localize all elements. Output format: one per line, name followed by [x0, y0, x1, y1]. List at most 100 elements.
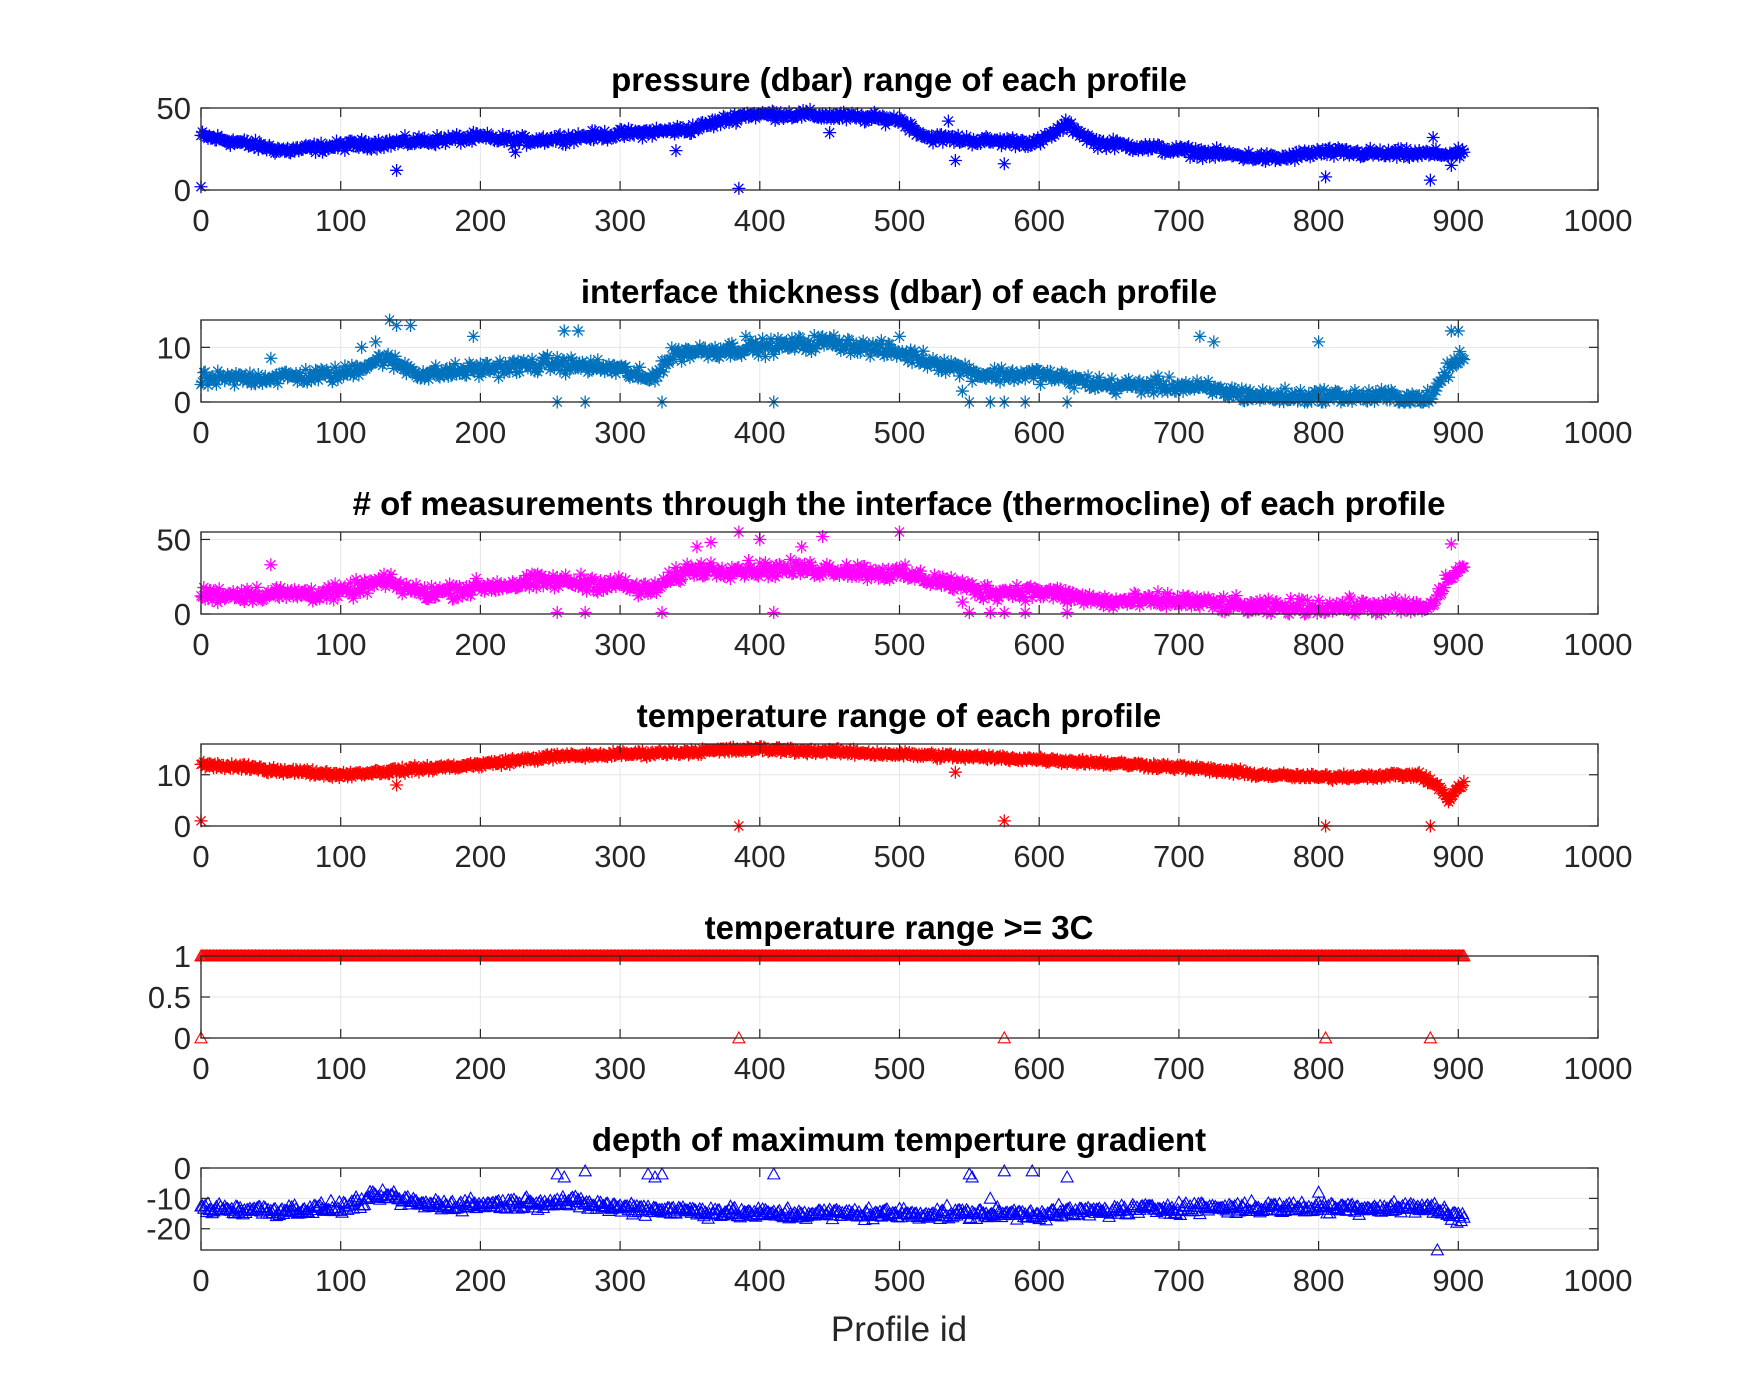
x-tick-label: 0 — [192, 627, 209, 662]
data-point — [915, 351, 929, 365]
x-tick-label: 0 — [192, 203, 209, 238]
data-point — [1260, 767, 1274, 781]
data-point — [944, 570, 958, 584]
data-point — [1319, 605, 1333, 619]
data-point — [619, 359, 633, 373]
data-point — [550, 570, 564, 584]
data-point — [761, 570, 775, 584]
data-point — [879, 746, 893, 760]
data-point — [722, 568, 736, 582]
data-point — [1036, 590, 1050, 604]
data-point — [211, 595, 225, 609]
data-point — [767, 105, 781, 119]
data-point — [1028, 367, 1042, 381]
x-tick-label: 700 — [1153, 1051, 1205, 1086]
data-point — [231, 1204, 246, 1218]
data-point — [1024, 139, 1038, 153]
data-point — [990, 369, 1004, 383]
data-point — [529, 580, 543, 594]
data-point — [1207, 335, 1221, 349]
data-point — [230, 585, 244, 599]
data-point — [742, 553, 756, 567]
data-point — [388, 349, 402, 363]
data-point — [951, 128, 965, 142]
data-point — [1193, 381, 1207, 395]
data-point — [842, 562, 856, 576]
data-point — [1278, 599, 1292, 613]
data-point — [936, 358, 950, 372]
data-point — [310, 365, 324, 379]
data-point — [313, 140, 327, 154]
data-point — [307, 371, 321, 385]
data-point — [1034, 377, 1048, 391]
data-point — [1133, 599, 1147, 613]
data-point — [1177, 378, 1191, 392]
data-point — [708, 340, 722, 354]
data-point — [307, 137, 321, 151]
data-point — [520, 357, 534, 371]
data-point — [404, 318, 418, 332]
x-tick-label: 0 — [192, 839, 209, 874]
data-point — [1257, 601, 1271, 615]
data-point — [732, 181, 746, 195]
data-point — [1437, 580, 1451, 594]
data-point — [1229, 589, 1243, 603]
data-point — [1056, 123, 1070, 137]
data-point — [825, 566, 839, 580]
data-point — [411, 582, 425, 596]
data-point — [342, 586, 356, 600]
data-point — [522, 580, 536, 594]
data-point — [1210, 595, 1224, 609]
data-point — [429, 359, 443, 373]
data-point — [941, 114, 955, 128]
data-point — [936, 747, 950, 761]
data-point — [1176, 385, 1190, 399]
data-point — [258, 1200, 273, 1214]
data-point — [704, 119, 718, 133]
data-point — [1284, 592, 1298, 606]
data-point — [939, 129, 953, 143]
data-point — [476, 364, 490, 378]
data-point — [1261, 152, 1275, 166]
data-point — [378, 580, 392, 594]
x-tick-label: 400 — [734, 839, 786, 874]
data-point — [373, 572, 387, 586]
data-point — [722, 337, 736, 351]
data-point — [788, 562, 802, 576]
data-point — [373, 349, 387, 363]
data-point — [433, 370, 447, 384]
y-tick-label: 10 — [157, 330, 191, 365]
data-point — [1183, 150, 1197, 164]
data-point — [602, 575, 616, 589]
data-point — [1064, 375, 1078, 389]
data-point — [735, 348, 749, 362]
data-point — [908, 344, 922, 358]
data-point — [916, 344, 930, 358]
data-point — [240, 761, 254, 775]
data-point — [782, 341, 796, 355]
data-point — [767, 606, 781, 620]
x-tick-label: 0 — [192, 1051, 209, 1086]
data-point — [1184, 599, 1198, 613]
data-point — [1444, 324, 1458, 338]
data-point — [1300, 593, 1314, 607]
data-point — [475, 583, 489, 597]
data-point — [1201, 374, 1215, 388]
data-point — [1347, 769, 1361, 783]
data-point — [1305, 394, 1319, 408]
x-tick-label: 900 — [1432, 627, 1484, 662]
data-point — [518, 130, 532, 144]
data-point — [701, 350, 715, 364]
data-point — [985, 371, 999, 385]
data-point — [775, 340, 789, 354]
data-point — [451, 591, 465, 605]
data-point — [313, 592, 327, 606]
panel-title: interface thickness (dbar) of each profi… — [581, 273, 1217, 310]
data-point — [1060, 368, 1074, 382]
data-points — [194, 948, 1471, 1044]
data-point — [694, 557, 708, 571]
data-point — [504, 133, 518, 147]
data-point — [1184, 381, 1198, 395]
data-point — [725, 560, 739, 574]
x-tick-label: 300 — [594, 627, 646, 662]
